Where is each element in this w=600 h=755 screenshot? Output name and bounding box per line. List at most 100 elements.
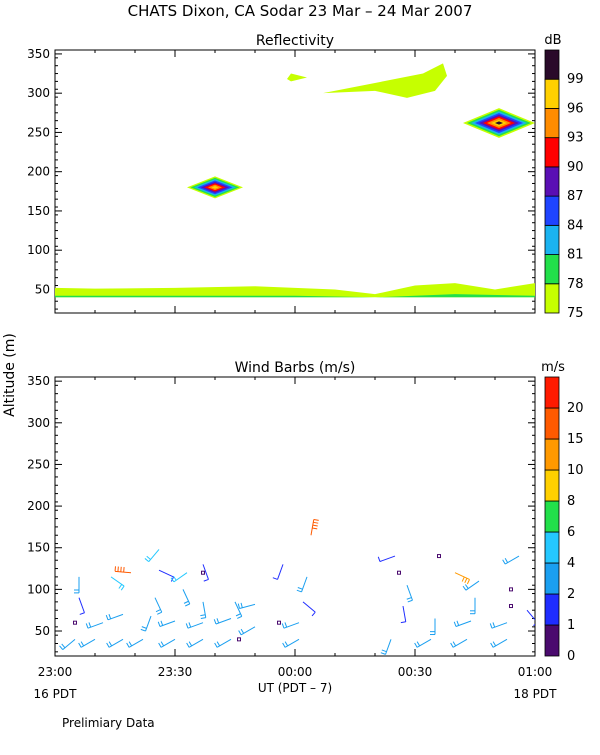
wind-barb [200, 602, 205, 619]
wind-barb [430, 619, 435, 635]
panel-title: Reflectivity [256, 33, 334, 49]
wind-barb [407, 585, 413, 602]
colorbar-label: 99 [567, 72, 584, 87]
colorbar-label: 96 [567, 101, 584, 116]
panel-reflectivity: Reflectivity5010015020025030035075788184… [27, 33, 583, 321]
wind-barb [381, 639, 391, 654]
wind-barb [311, 519, 319, 535]
colorbar-swatch [545, 594, 559, 625]
wind-barb [470, 598, 475, 614]
y-tick-label: 150 [27, 541, 50, 555]
wind-barb [79, 598, 84, 615]
wind-barb [159, 639, 175, 647]
colorbar-swatch [545, 167, 559, 196]
wind-barb [378, 556, 395, 561]
wind-barb [159, 570, 174, 581]
colorbar-label: 4 [567, 556, 575, 571]
colorbar-swatch [545, 563, 559, 594]
wind-barb [145, 549, 159, 561]
wind-barb [454, 621, 471, 627]
date-left-label: 16 PDT [34, 687, 78, 701]
colorbar-swatch [545, 470, 559, 501]
x-tick-label: 00:30 [398, 665, 433, 679]
panel-wind-barbs: Wind Barbs (m/s)501001502002503003500124… [27, 360, 583, 664]
colorbar-label: 8 [567, 494, 575, 509]
y-tick-label: 300 [27, 416, 50, 430]
date-right-label: 18 PDT [514, 687, 558, 701]
x-tick-label: 00:00 [278, 665, 313, 679]
colorbar-unit: m/s [541, 360, 565, 375]
colorbar-label: 1 [567, 618, 575, 633]
colorbar-swatch [545, 501, 559, 532]
x-tick-label: 01:00 [518, 665, 553, 679]
colorbar-swatch [545, 79, 559, 108]
y-tick-label: 100 [27, 243, 50, 257]
wind-barb [283, 639, 299, 647]
colorbar-unit: dB [544, 33, 561, 48]
wind-barb [214, 618, 231, 624]
wind-barb [203, 564, 208, 581]
wind-barb [398, 571, 401, 574]
colorbar-swatch [545, 108, 559, 137]
colorbar-label: 81 [567, 248, 584, 263]
wind-barb [183, 589, 190, 606]
panel-title: Wind Barbs (m/s) [235, 360, 356, 376]
colorbar-label: 0 [567, 649, 575, 664]
wind-barb [527, 610, 537, 625]
colorbar-swatch [545, 439, 559, 470]
wind-barb [202, 571, 205, 574]
wind-barb [60, 639, 75, 649]
y-tick-label: 350 [27, 47, 50, 61]
plot-data [55, 63, 535, 297]
y-tick-label: 100 [27, 582, 50, 596]
wind-barb [127, 639, 143, 647]
y-tick-label: 200 [27, 165, 50, 179]
colorbar-swatch [545, 196, 559, 225]
wind-barb [158, 621, 175, 627]
y-tick-label: 150 [27, 204, 50, 218]
figure-title: CHATS Dixon, CA Sodar 23 Mar – 24 Mar 20… [128, 2, 473, 20]
wind-barb [239, 627, 255, 635]
wind-barb [107, 639, 123, 647]
colorbar-swatch [545, 532, 559, 563]
y-tick-label: 50 [35, 624, 50, 638]
wind-barb [141, 616, 151, 631]
y-tick-label: 350 [27, 374, 50, 388]
colorbar-label: 15 [567, 432, 584, 447]
wind-barb [86, 622, 103, 628]
reflectivity-region [287, 74, 307, 82]
colorbar-swatch [545, 377, 559, 408]
colorbar-label: 6 [567, 525, 575, 540]
y-tick-label: 250 [27, 457, 50, 471]
wind-barb [503, 556, 519, 564]
wind-barb [215, 639, 231, 647]
colorbar-swatch [545, 255, 559, 284]
colorbar-swatch [545, 284, 559, 313]
wind-barb [491, 639, 507, 647]
colorbar-swatch [545, 625, 559, 656]
wind-barb [282, 622, 299, 628]
wind-barb [510, 588, 513, 591]
wind-barb [278, 621, 281, 624]
colorbar-label: 84 [567, 218, 584, 233]
plot-frame [55, 50, 535, 313]
colorbar-label: 75 [567, 306, 584, 321]
wind-barb [106, 614, 123, 620]
wind-barb [273, 564, 283, 579]
x-axis-label: UT (PDT – 7) [258, 681, 332, 695]
wind-barb [297, 577, 307, 592]
colorbar-label: 2 [567, 587, 575, 602]
wind-barb [401, 606, 406, 623]
wind-barb [155, 598, 162, 615]
x-tick-label: 23:00 [38, 665, 73, 679]
colorbar-swatch [545, 225, 559, 254]
colorbar-swatch [545, 50, 559, 79]
wind-barb [490, 622, 507, 628]
wind-barb [115, 566, 131, 572]
wind-barb [187, 639, 203, 647]
footer-note: Prelimiary Data [62, 716, 155, 730]
wind-barb [79, 639, 95, 647]
